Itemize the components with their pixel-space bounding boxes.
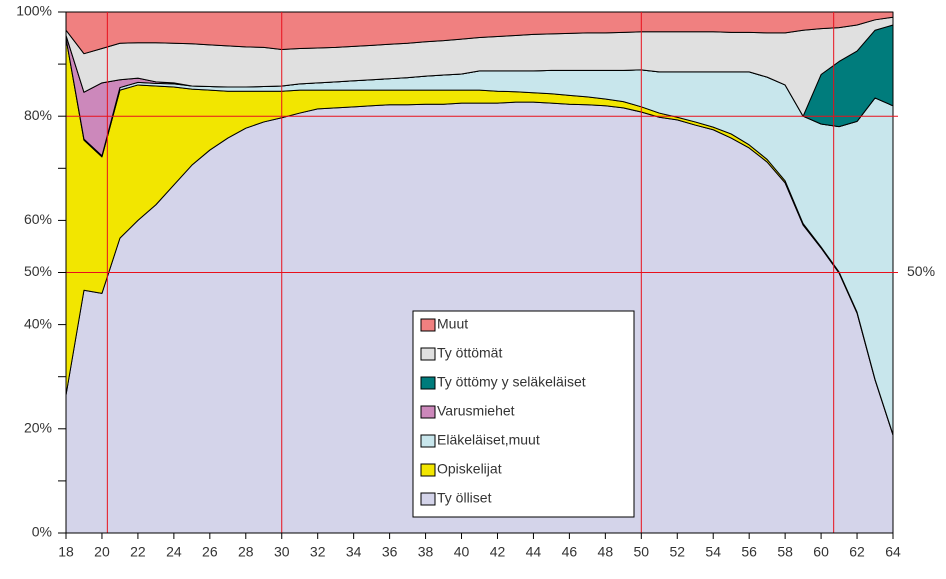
x-tick-label: 52 xyxy=(669,544,685,560)
x-tick-label: 56 xyxy=(741,544,757,560)
y-tick-label: 20% xyxy=(24,420,52,436)
x-tick-label: 26 xyxy=(202,544,218,560)
x-tick-label: 24 xyxy=(166,544,182,560)
x-tick-label: 28 xyxy=(238,544,254,560)
x-tick-label: 20 xyxy=(94,544,110,560)
area xyxy=(65,11,894,55)
legend: Muut Ty öttömät Ty öttömy y seläkeläiset Va… xyxy=(412,310,635,518)
x-tick-label: 38 xyxy=(418,544,434,560)
x-tick-label: 42 xyxy=(490,544,506,560)
legend-swatch xyxy=(420,434,436,448)
x-tick-label: 32 xyxy=(310,544,326,560)
y-tick-label: 100% xyxy=(16,3,52,19)
x-tick-label: 62 xyxy=(849,544,865,560)
legend-swatch xyxy=(420,492,436,506)
x-tick-label: 30 xyxy=(274,544,290,560)
x-tick-label: 18 xyxy=(58,544,74,560)
x-tick-label: 44 xyxy=(526,544,542,560)
x-tick-label: 48 xyxy=(598,544,614,560)
legend-label: Opiskelijat xyxy=(437,461,502,477)
legend-label: Muut xyxy=(437,316,468,332)
x-tick-label: 34 xyxy=(346,544,362,560)
legend-box xyxy=(412,310,635,518)
legend-swatch xyxy=(420,347,436,361)
legend-label: Ty öttömy y seläkeläiset xyxy=(437,374,586,390)
y-tick-label: 50% xyxy=(24,263,52,279)
x-tick-label: 64 xyxy=(885,544,901,560)
legend-label: Eläkeläiset,muut xyxy=(437,432,540,448)
x-tick-label: 40 xyxy=(454,544,470,560)
x-tick-label: 58 xyxy=(777,544,793,560)
x-tick-label: 60 xyxy=(813,544,829,560)
y-tick-label: 60% xyxy=(24,211,52,227)
legend-swatch xyxy=(420,405,436,419)
x-tick-label: 22 xyxy=(130,544,146,560)
x-tick-label: 46 xyxy=(562,544,578,560)
legend-swatch xyxy=(420,318,436,332)
x-tick-label: 50 xyxy=(634,544,650,560)
y-tick-label: 80% xyxy=(24,107,52,123)
x-tick-label: 36 xyxy=(382,544,398,560)
annotation: 50% xyxy=(907,263,935,279)
legend-label: Varusmiehet xyxy=(437,403,515,419)
y-tick-label: 0% xyxy=(32,524,52,540)
x-tick-label: 54 xyxy=(705,544,721,560)
legend-swatch xyxy=(420,376,436,390)
legend-label: Ty öttömät xyxy=(437,345,502,361)
legend-swatch xyxy=(420,463,436,477)
y-tick-label: 40% xyxy=(24,315,52,331)
legend-label: Ty ölliset xyxy=(437,490,492,506)
